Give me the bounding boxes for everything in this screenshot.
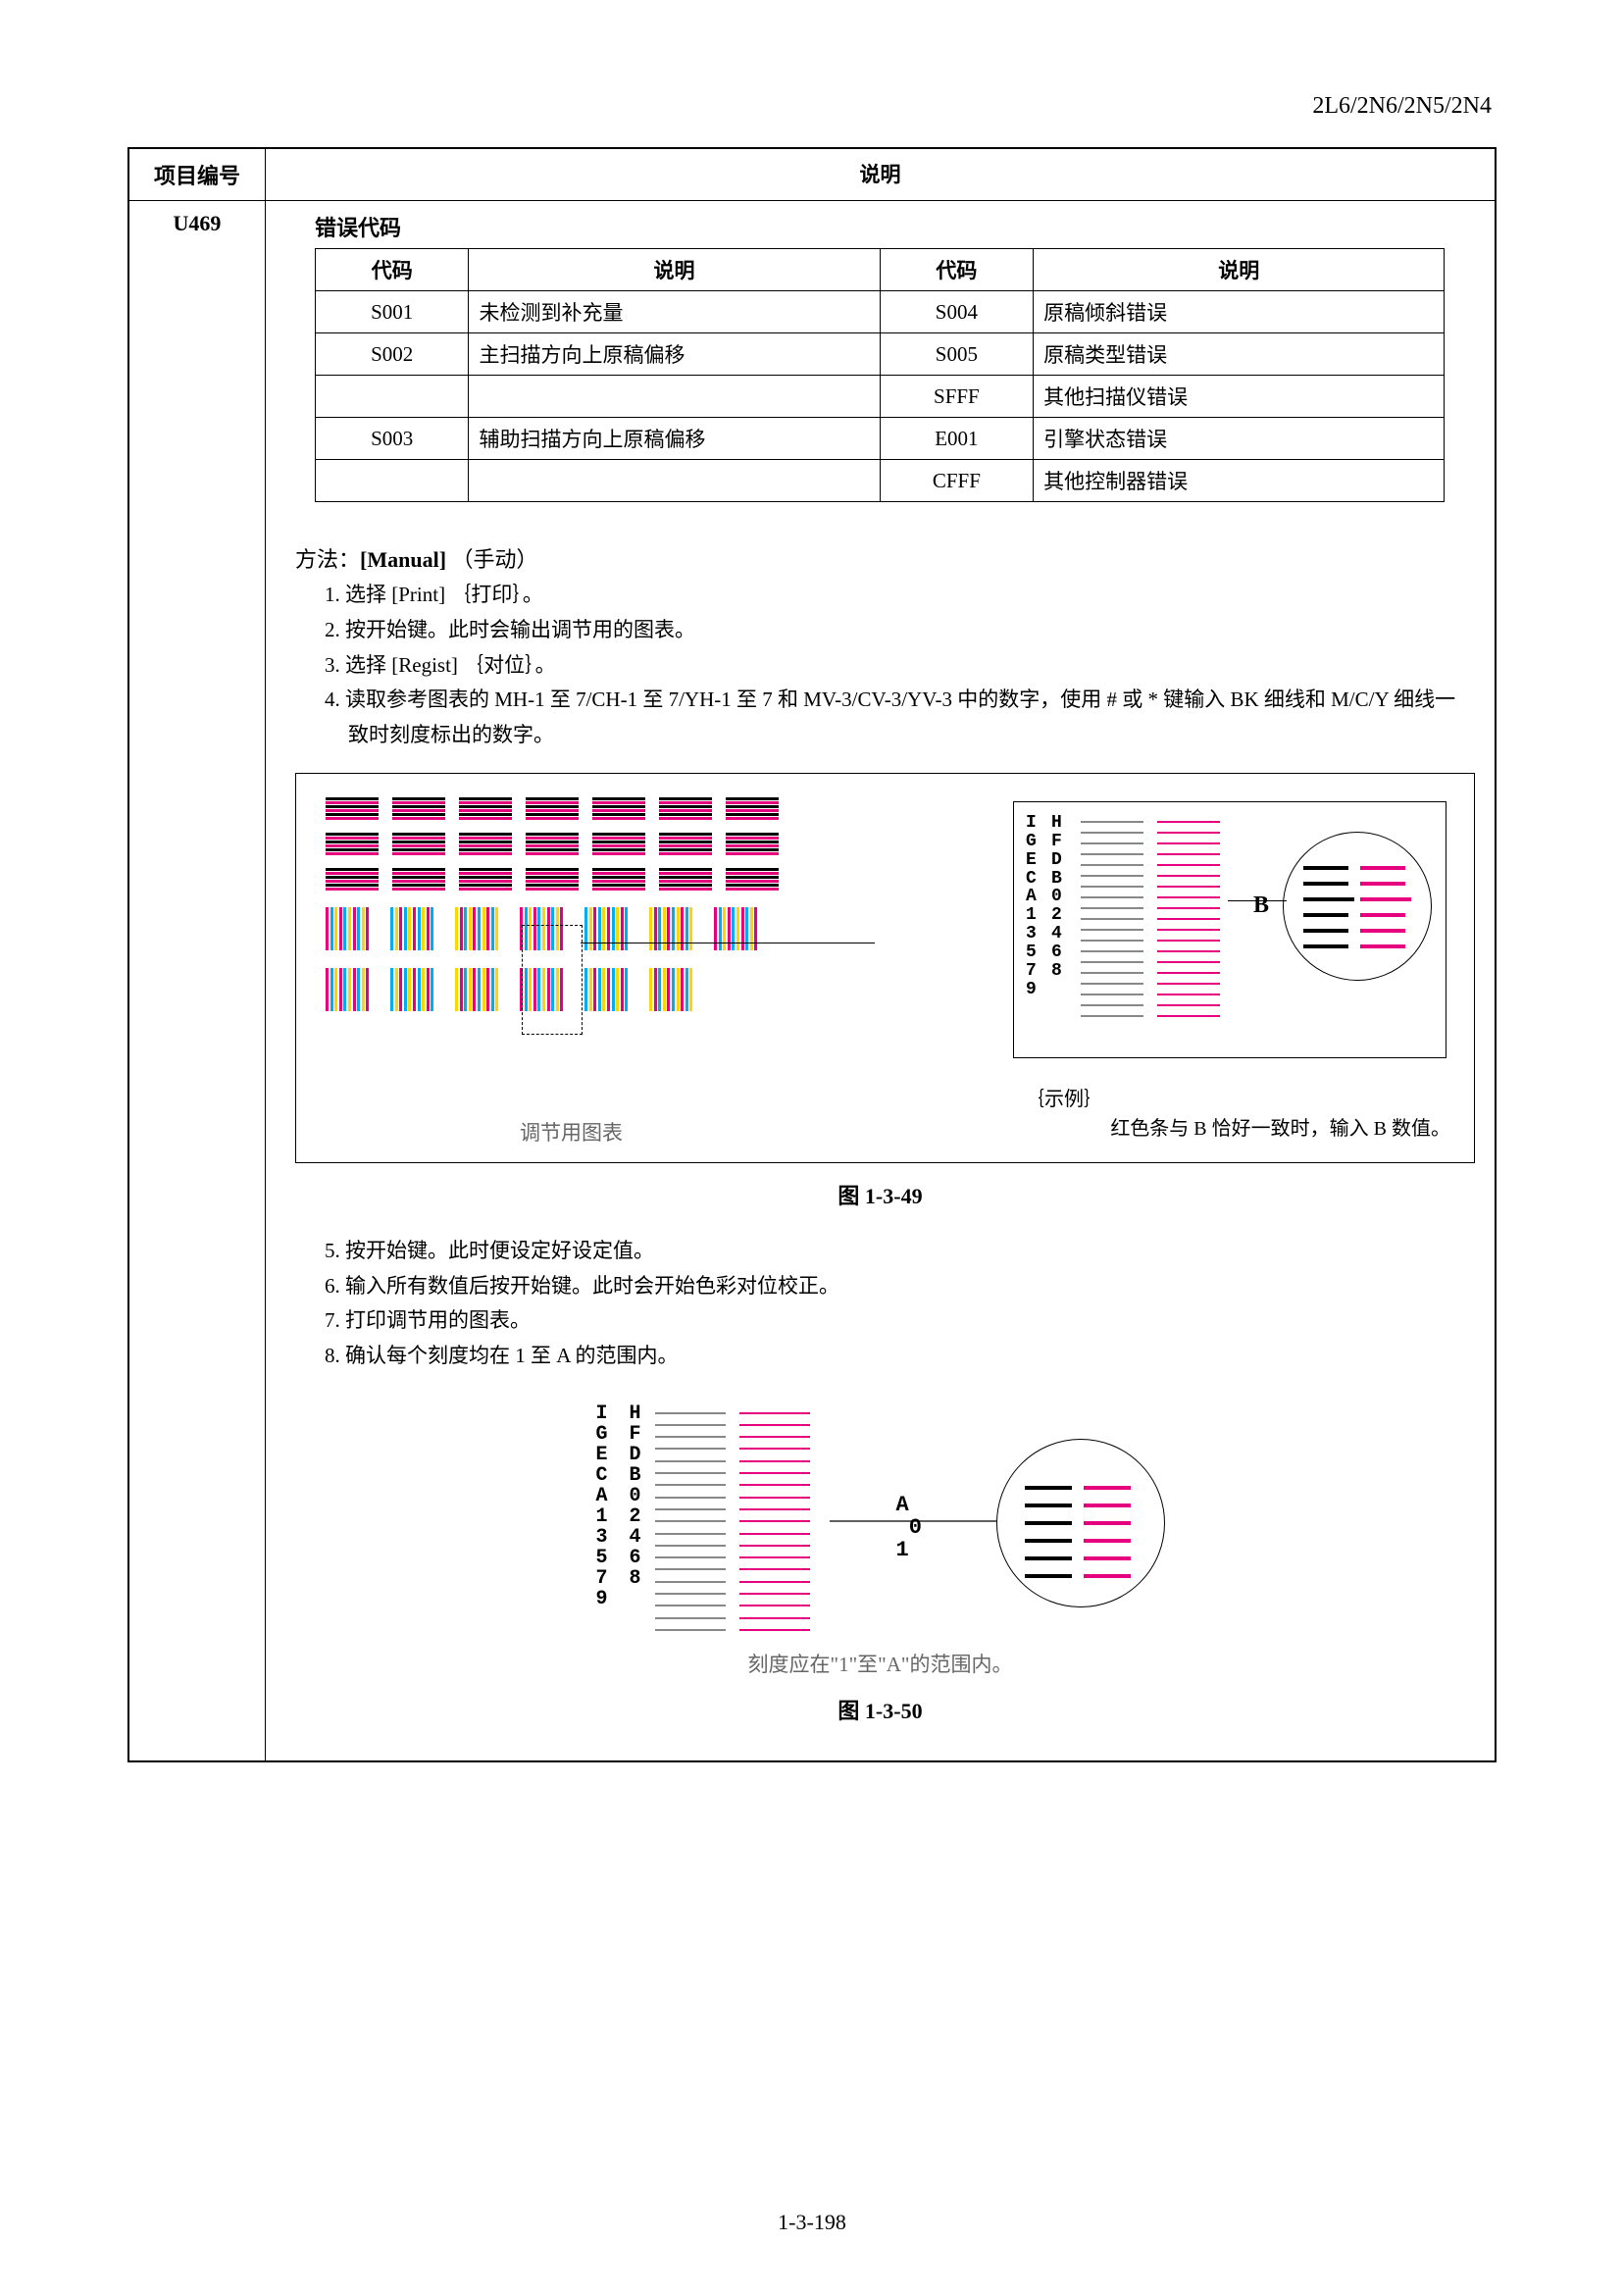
- fig2-scale-right: H F D B 0 2 4 6 8: [630, 1403, 641, 1589]
- step: 8. 确认每个刻度均在 1 至 A 的范围内。: [325, 1339, 1475, 1374]
- figure-2-caption: 图 1-3-50: [285, 1694, 1475, 1725]
- error-heading: 错误代码: [315, 211, 1475, 242]
- step: 3. 选择 [Regist] ｛对位｝。: [325, 648, 1475, 684]
- doc-header: 2L6/2N6/2N5/2N4: [1312, 93, 1492, 120]
- table-row: SFFF其他扫描仪错误: [316, 376, 1445, 418]
- method-block: 方法：[Manual] （手动） 1. 选择 [Print] ｛打印｝。 2. …: [295, 541, 1475, 753]
- step: 5. 按开始键。此时便设定好设定值。: [325, 1234, 1475, 1269]
- adjustment-chart: I G E C A 1 3 5 7 9H F D B 0 2 4 6 8B｛示例…: [314, 791, 1456, 1145]
- fig2-scale-left: I G E C A 1 3 5 7 9: [596, 1403, 608, 1609]
- method-title: 方法：[Manual] （手动）: [295, 541, 1475, 578]
- err-col-code2: 代码: [880, 249, 1033, 291]
- err-col-desc1: 说明: [469, 249, 880, 291]
- fig2-leader-line: [830, 1492, 996, 1551]
- table-row: S002主扫描方向上原稿偏移 S005原稿类型错误: [316, 333, 1445, 376]
- err-col-desc2: 说明: [1034, 249, 1445, 291]
- step: 4. 读取参考图表的 MH-1 至 7/CH-1 至 7/YH-1 至 7 和 …: [325, 683, 1475, 752]
- col-header-desc: 说明: [266, 148, 1497, 201]
- error-code-table: 代码 说明 代码 说明 S001未检测到补充量 S004原稿倾斜错误 S002主…: [315, 248, 1445, 502]
- col-header-item: 项目编号: [128, 148, 266, 201]
- step: 6. 输入所有数值后按开始键。此时会开始色彩对位校正。: [325, 1269, 1475, 1304]
- page: 2L6/2N6/2N5/2N4 项目编号 说明 U469 错误代码 代码 说明: [0, 0, 1624, 2294]
- table-row: S001未检测到补充量 S004原稿倾斜错误: [316, 291, 1445, 333]
- figure-1-box: I G E C A 1 3 5 7 9H F D B 0 2 4 6 8B｛示例…: [295, 773, 1475, 1163]
- step: 2. 按开始键。此时会输出调节用的图表。: [325, 613, 1475, 648]
- figure-1-caption: 图 1-3-49: [285, 1179, 1475, 1210]
- step: 1. 选择 [Print] ｛打印｝。: [325, 578, 1475, 613]
- figure-2-range-text: 刻度应在"1"至"A"的范围内。: [285, 1649, 1475, 1678]
- description-cell: 错误代码 代码 说明 代码 说明 S001未检测到补充量 S004原稿倾斜错误: [266, 201, 1497, 1761]
- fig2-zoom-circle: [996, 1439, 1165, 1607]
- method-steps-b-block: 5. 按开始键。此时便设定好设定值。 6. 输入所有数值后按开始键。此时会开始色…: [295, 1234, 1475, 1374]
- err-col-code1: 代码: [316, 249, 469, 291]
- main-table: 项目编号 说明 U469 错误代码 代码 说明 代码 说明: [127, 147, 1497, 1762]
- page-footer: 1-3-198: [0, 2210, 1624, 2235]
- method-steps-b: 5. 按开始键。此时便设定好设定值。 6. 输入所有数值后按开始键。此时会开始色…: [295, 1234, 1475, 1374]
- figure-2: I G E C A 1 3 5 7 9 H F D B 0 2 4 6 8 A …: [596, 1403, 1165, 1639]
- table-row: S003辅助扫描方向上原稿偏移 E001引擎状态错误: [316, 418, 1445, 460]
- step: 7. 打印调节用的图表。: [325, 1303, 1475, 1339]
- method-steps-a: 1. 选择 [Print] ｛打印｝。 2. 按开始键。此时会输出调节用的图表。…: [295, 578, 1475, 752]
- table-row: CFFF其他控制器错误: [316, 460, 1445, 502]
- item-number: U469: [128, 201, 266, 1761]
